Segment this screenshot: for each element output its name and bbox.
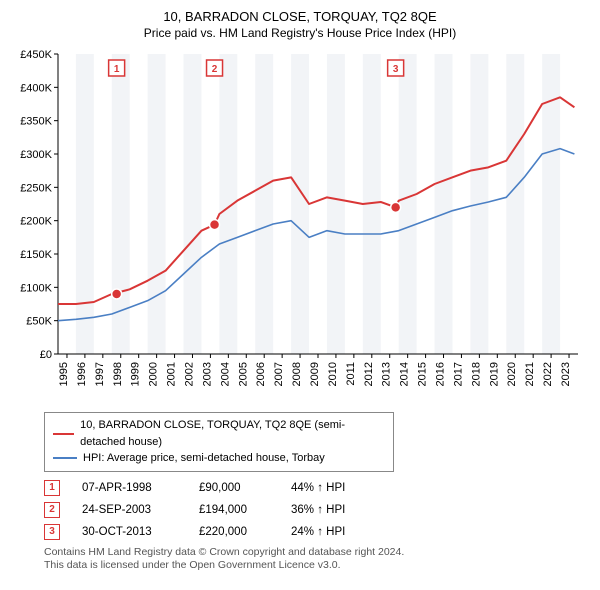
sale-marker-badge: 1 (44, 480, 60, 496)
sale-date: 24-SEP-2003 (82, 504, 177, 516)
svg-text:1: 1 (114, 64, 120, 75)
svg-text:£100K: £100K (20, 283, 52, 295)
svg-text:£150K: £150K (20, 249, 52, 261)
legend-item: HPI: Average price, semi-detached house,… (53, 450, 385, 467)
svg-text:2012: 2012 (363, 362, 375, 386)
sale-marker-badge: 3 (44, 524, 60, 540)
svg-text:1995: 1995 (58, 362, 70, 386)
svg-text:2016: 2016 (435, 362, 447, 386)
svg-text:£50K: £50K (26, 316, 52, 328)
legend: 10, BARRADON CLOSE, TORQUAY, TQ2 8QE (se… (44, 412, 394, 472)
page-title: 10, BARRADON CLOSE, TORQUAY, TQ2 8QE (8, 8, 592, 26)
svg-text:£250K: £250K (20, 183, 52, 195)
footnote-line-1: Contains HM Land Registry data © Crown c… (44, 546, 586, 560)
page-subtitle: Price paid vs. HM Land Registry's House … (8, 26, 592, 40)
svg-text:2009: 2009 (309, 362, 321, 386)
sale-date: 30-OCT-2013 (82, 526, 177, 538)
svg-text:2001: 2001 (166, 362, 178, 386)
sale-price: £220,000 (199, 526, 269, 538)
svg-text:1998: 1998 (112, 362, 124, 386)
svg-text:2002: 2002 (183, 362, 195, 386)
footnote: Contains HM Land Registry data © Crown c… (44, 546, 586, 573)
legend-label: HPI: Average price, semi-detached house,… (83, 450, 325, 467)
sale-pct-vs-hpi: 24% ↑ HPI (291, 526, 351, 538)
svg-text:£0: £0 (40, 349, 52, 361)
price-chart: £0 £50K £100K £150K £200K £250K £300K £350K £400… (8, 46, 592, 406)
svg-text:2011: 2011 (345, 362, 357, 386)
svg-text:£200K: £200K (20, 216, 52, 228)
svg-text:£350K: £350K (20, 116, 52, 128)
footnote-line-2: This data is licensed under the Open Gov… (44, 559, 586, 573)
sale-row: 3 30-OCT-2013 £220,000 24% ↑ HPI (44, 524, 586, 540)
sales-table: 1 07-APR-1998 £90,000 44% ↑ HPI 2 24-SEP-2003… (44, 480, 586, 540)
sale-pct-vs-hpi: 36% ↑ HPI (291, 504, 351, 516)
svg-text:1999: 1999 (130, 362, 142, 386)
sale-row: 1 07-APR-1998 £90,000 44% ↑ HPI (44, 480, 586, 496)
svg-text:2015: 2015 (417, 362, 429, 386)
svg-text:2003: 2003 (201, 362, 213, 386)
sale-marker-badge: 2 (44, 502, 60, 518)
svg-text:2005: 2005 (237, 362, 249, 386)
svg-text:1997: 1997 (94, 362, 106, 386)
svg-text:2022: 2022 (542, 362, 554, 386)
svg-text:2019: 2019 (488, 362, 500, 386)
legend-swatch (53, 457, 77, 459)
svg-text:2020: 2020 (506, 362, 518, 386)
svg-text:2010: 2010 (327, 362, 339, 386)
svg-text:2: 2 (212, 64, 218, 75)
svg-text:£400K: £400K (20, 83, 52, 95)
legend-label: 10, BARRADON CLOSE, TORQUAY, TQ2 8QE (se… (80, 417, 385, 450)
legend-item: 10, BARRADON CLOSE, TORQUAY, TQ2 8QE (se… (53, 417, 385, 450)
svg-text:£300K: £300K (20, 149, 52, 161)
svg-text:2007: 2007 (273, 362, 285, 386)
sale-price: £194,000 (199, 504, 269, 516)
svg-text:2018: 2018 (470, 362, 482, 386)
svg-text:2000: 2000 (148, 362, 160, 386)
legend-swatch (53, 433, 74, 435)
sale-row: 2 24-SEP-2003 £194,000 36% ↑ HPI (44, 502, 586, 518)
svg-text:2017: 2017 (452, 362, 464, 386)
sale-pct-vs-hpi: 44% ↑ HPI (291, 482, 351, 494)
svg-text:2014: 2014 (399, 362, 411, 386)
svg-text:£450K: £450K (20, 49, 52, 61)
svg-text:2013: 2013 (381, 362, 393, 386)
svg-text:3: 3 (393, 64, 399, 75)
svg-text:2008: 2008 (291, 362, 303, 386)
sale-date: 07-APR-1998 (82, 482, 177, 494)
svg-text:2006: 2006 (255, 362, 267, 386)
svg-text:1996: 1996 (76, 362, 88, 386)
svg-text:2021: 2021 (524, 362, 536, 386)
svg-text:2023: 2023 (560, 362, 572, 386)
sale-price: £90,000 (199, 482, 269, 494)
svg-text:2004: 2004 (219, 362, 231, 386)
